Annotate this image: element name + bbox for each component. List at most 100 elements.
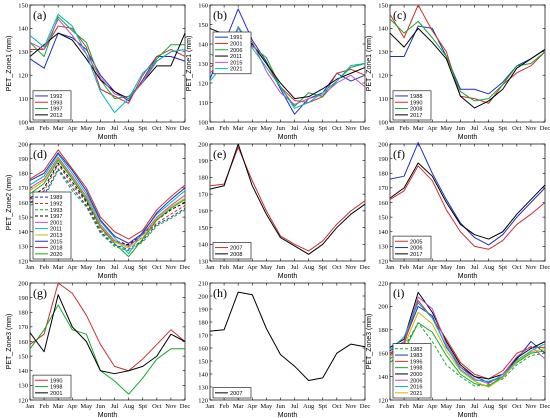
chart-panel-4: Jan Feb Mar Apr May Jun Jul Aug Spt Oct Nov Dec 120 1… (6, 141, 190, 280)
legend-entry: 2015 (230, 60, 242, 66)
y-tick-label: 120 (378, 73, 388, 80)
y-axis-label: PET_Zone3 (mm) (366, 314, 373, 370)
x-tick-label: Mar (53, 125, 65, 132)
x-tick-label: Spt (318, 125, 327, 132)
x-tick-label: Jul (291, 264, 299, 271)
legend-entry: 1983 (410, 353, 422, 359)
y-tick-label: 170 (18, 185, 28, 192)
y-tick-label: 150 (18, 2, 28, 9)
y-tick-label: 140 (18, 368, 28, 375)
x-tick-label: Nov (525, 125, 537, 132)
x-tick-label: Jul (291, 403, 299, 410)
y-tick-label: 180 (378, 171, 388, 178)
panel-label: (h) (213, 286, 227, 300)
y-tick-label: 140 (18, 229, 28, 236)
y-tick-label: 160 (378, 200, 388, 207)
x-tick-label: Jul (291, 125, 299, 132)
x-tick-label: May (260, 125, 273, 132)
y-tick-label: 150 (18, 353, 28, 360)
legend-entry: 2011 (230, 54, 242, 60)
legend-entry: 2007 (230, 391, 242, 397)
series-line-2021 (389, 311, 546, 388)
x-tick-label: Feb (399, 403, 409, 410)
x-tick-label: Aug (303, 125, 315, 132)
legend-entry: 2013 (50, 233, 62, 239)
y-axis-label: PET_Zone3 (mm) (6, 314, 13, 370)
y-tick-label: 110 (198, 100, 208, 107)
x-tick-label: Dec (360, 125, 371, 132)
x-tick-label: Jun (276, 403, 286, 410)
legend: 2007 (212, 387, 252, 399)
y-axis-label: PET_Zone2 (mm) (6, 175, 13, 231)
x-tick-label: Jan (206, 264, 215, 271)
series-line-2020 (29, 159, 186, 258)
y-tick-label: 110 (378, 96, 388, 103)
y-tick-label: 180 (198, 175, 208, 182)
legend-entry: 1997 (50, 107, 62, 113)
y-tick-label: 120 (18, 397, 28, 404)
x-tick-label: Jan (26, 403, 35, 410)
chart-panel-1: Jan Feb Mar Apr May Jun Jul Aug Spt Oct Nov Dec 100 1… (6, 2, 190, 141)
y-tick-label: 160 (198, 208, 208, 215)
y-tick-label: 140 (198, 41, 208, 48)
x-tick-label: Apr (247, 125, 258, 132)
x-tick-label: Aug (303, 264, 315, 271)
x-axis-label: Month (278, 134, 298, 141)
x-tick-label: Feb (39, 125, 49, 132)
series-line-1992 (29, 163, 186, 246)
x-tick-label: May (440, 264, 453, 271)
x-tick-label: May (80, 403, 93, 410)
x-tick-label: Aug (483, 403, 495, 410)
y-tick-label: 120 (198, 397, 208, 404)
y-tick-label: 170 (18, 324, 28, 331)
x-axis-label: Month (458, 273, 478, 280)
x-tick-label: Apr (67, 264, 78, 271)
x-tick-label: Spt (498, 403, 507, 410)
y-tick-label: 190 (198, 306, 208, 313)
x-tick-label: Feb (39, 264, 49, 271)
series-line-2001 (29, 156, 186, 247)
legend-entry: 2012 (50, 113, 62, 119)
x-tick-label: Mar (413, 403, 425, 410)
y-tick-label: 150 (18, 214, 28, 221)
x-tick-label: Apr (247, 264, 258, 271)
series-line-2007 (209, 291, 366, 381)
x-tick-label: Aug (483, 264, 495, 271)
legend-entry: 1982 (410, 347, 422, 353)
x-tick-label: Feb (39, 403, 49, 410)
x-tick-label: Oct (332, 264, 342, 271)
chart-panel-8: Jan Feb Mar Apr May Jun Jul Aug Spt Oct Nov Dec 120 1… (198, 280, 370, 418)
chart-panel-6: Jan Feb Mar Apr May Jun Jul Aug Spt Oct Nov Dec 120 1… (378, 141, 550, 280)
x-tick-label: Jun (456, 403, 466, 410)
x-tick-label: May (260, 403, 273, 410)
x-tick-label: Apr (427, 403, 438, 410)
x-tick-label: May (440, 125, 453, 132)
x-tick-label: Aug (483, 125, 495, 132)
y-tick-label: 200 (18, 280, 28, 287)
series-line-2001 (29, 294, 186, 375)
x-tick-label: Oct (512, 403, 522, 410)
y-tick-label: 130 (198, 61, 208, 68)
x-tick-label: Feb (219, 125, 229, 132)
legend-entry: 2015 (50, 239, 62, 245)
x-tick-label: Jan (386, 264, 395, 271)
y-tick-label: 160 (378, 351, 388, 358)
y-tick-label: 170 (378, 185, 388, 192)
panel-label: (i) (393, 286, 404, 300)
panel-label: (e) (213, 147, 226, 161)
x-tick-label: Spt (138, 264, 147, 271)
y-tick-label: 130 (198, 384, 208, 391)
x-tick-label: Dec (360, 264, 371, 271)
series-line-2016 (389, 302, 546, 382)
y-tick-label: 150 (378, 2, 388, 9)
legend-entry: 1998 (50, 385, 62, 391)
x-tick-label: Dec (180, 264, 191, 271)
legend-entry: 2001 (50, 220, 62, 226)
chart-panel-2: Jan Feb Mar Apr May Jun Jul Aug Spt Oct Nov Dec 100 1… (186, 2, 370, 141)
x-tick-label: Nov (165, 264, 177, 271)
